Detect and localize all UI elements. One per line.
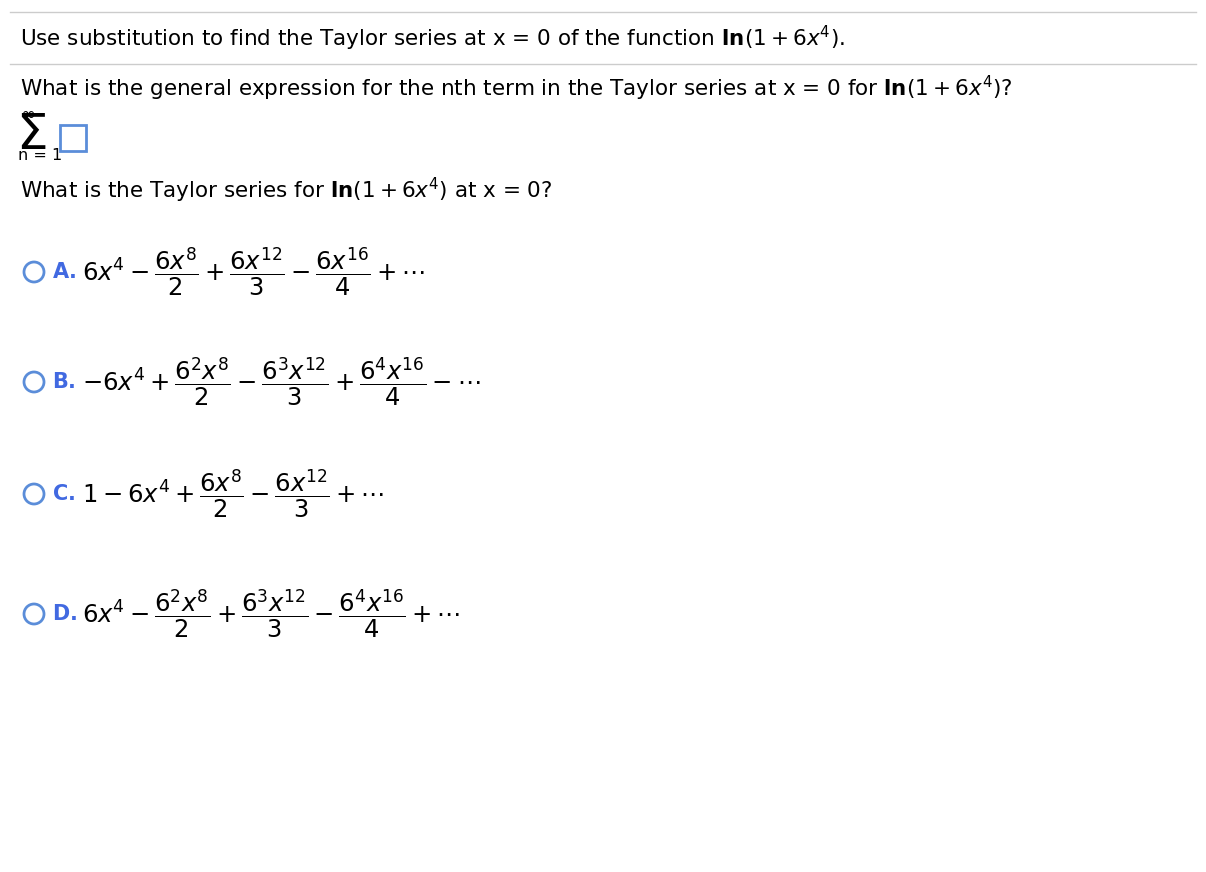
Text: $1 - 6x^4 + \dfrac{6x^8}{2} - \dfrac{6x^{12}}{3} + \cdots$: $1 - 6x^4 + \dfrac{6x^8}{2} - \dfrac{6x^…	[82, 467, 385, 521]
Text: $6x^4 - \dfrac{6^2x^8}{2} + \dfrac{6^3x^{12}}{3} - \dfrac{6^4x^{16}}{4} + \cdots: $6x^4 - \dfrac{6^2x^8}{2} + \dfrac{6^3x^…	[82, 588, 461, 640]
Text: $-6x^4 + \dfrac{6^2x^8}{2} - \dfrac{6^3x^{12}}{3} + \dfrac{6^4x^{16}}{4} - \cdot: $-6x^4 + \dfrac{6^2x^8}{2} - \dfrac{6^3x…	[82, 356, 480, 408]
Text: $\mathbf{C.}$: $\mathbf{C.}$	[52, 484, 75, 504]
Text: $\infty$: $\infty$	[21, 105, 35, 123]
Text: Use substitution to find the Taylor series at x = 0 of the function $\mathbf{ln}: Use substitution to find the Taylor seri…	[21, 24, 845, 52]
Text: What is the general expression for the nth term in the Taylor series at x = 0 fo: What is the general expression for the n…	[21, 73, 1013, 103]
Text: n = 1: n = 1	[18, 148, 63, 164]
Text: $\mathbf{B.}$: $\mathbf{B.}$	[52, 372, 76, 392]
Text: $6x^4 - \dfrac{6x^8}{2} + \dfrac{6x^{12}}{3} - \dfrac{6x^{16}}{4} + \cdots$: $6x^4 - \dfrac{6x^8}{2} + \dfrac{6x^{12}…	[82, 246, 425, 298]
Text: What is the Taylor series for $\mathbf{ln}\left(1+6x^{4}\right)$ at x = 0?: What is the Taylor series for $\mathbf{l…	[21, 175, 552, 205]
Text: $\mathbf{D.}$: $\mathbf{D.}$	[52, 604, 77, 624]
Bar	[60, 125, 86, 151]
Text: $\Sigma$: $\Sigma$	[16, 111, 46, 159]
Text: $\mathbf{A.}$: $\mathbf{A.}$	[52, 262, 76, 282]
